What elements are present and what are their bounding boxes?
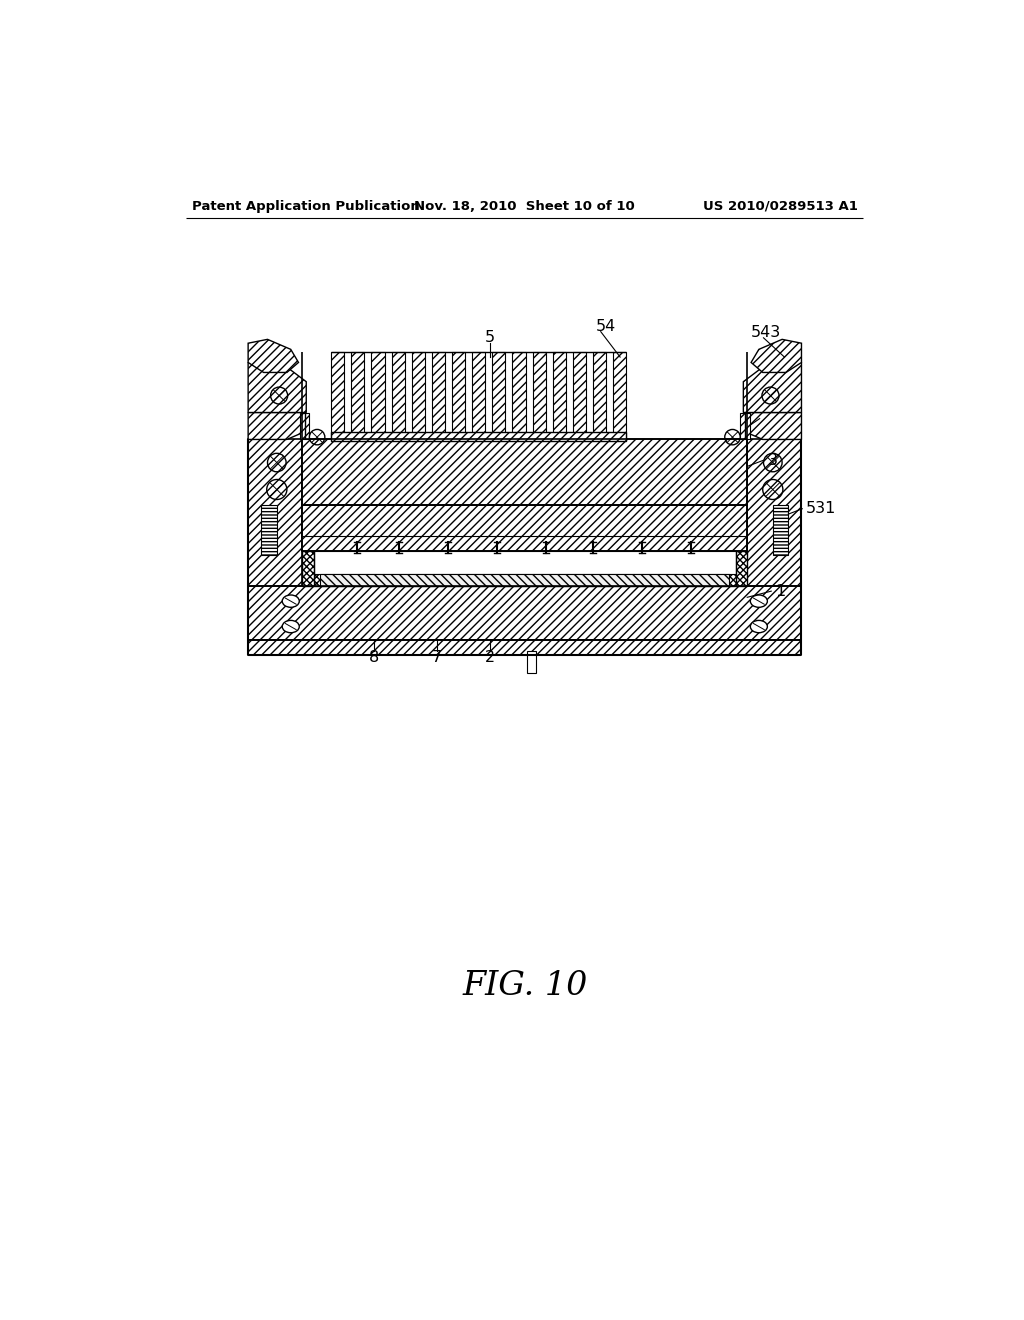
Polygon shape [248,586,802,640]
Text: 1: 1 [775,583,785,599]
Polygon shape [773,506,788,554]
Polygon shape [331,352,344,440]
Text: 531: 531 [806,502,837,516]
Polygon shape [302,552,748,586]
Polygon shape [740,412,750,440]
Polygon shape [553,352,566,440]
Text: 7: 7 [432,649,442,665]
Polygon shape [321,574,729,586]
Polygon shape [248,412,305,440]
Polygon shape [452,352,465,440]
Text: Nov. 18, 2010  Sheet 10 of 10: Nov. 18, 2010 Sheet 10 of 10 [415,199,635,213]
Text: FIG. 10: FIG. 10 [462,970,588,1002]
Polygon shape [744,412,802,440]
Polygon shape [248,440,302,632]
Polygon shape [748,440,802,632]
Text: 8: 8 [370,649,380,665]
Polygon shape [261,506,276,554]
Polygon shape [351,352,365,440]
Polygon shape [743,363,802,412]
Polygon shape [391,352,404,440]
Polygon shape [412,352,425,440]
Polygon shape [493,352,506,440]
Polygon shape [512,352,525,440]
Text: 54: 54 [596,318,616,334]
Polygon shape [331,432,627,441]
Polygon shape [302,506,748,552]
Bar [314,552,735,574]
Text: 2: 2 [484,649,495,665]
Text: Patent Application Publication: Patent Application Publication [191,199,419,213]
Polygon shape [572,352,586,440]
Ellipse shape [751,620,767,632]
Text: 3: 3 [767,453,777,467]
Text: 53: 53 [764,409,783,425]
Bar [527,651,537,673]
Polygon shape [300,412,309,440]
Text: 5: 5 [484,330,495,345]
Text: 543: 543 [751,325,781,341]
Polygon shape [613,352,627,440]
Ellipse shape [283,595,299,607]
Polygon shape [372,352,385,440]
Ellipse shape [751,595,767,607]
Polygon shape [248,363,306,412]
Polygon shape [432,352,445,440]
Polygon shape [751,339,802,372]
Polygon shape [472,352,485,440]
Polygon shape [248,339,299,372]
Polygon shape [248,640,802,655]
Text: US 2010/0289513 A1: US 2010/0289513 A1 [703,199,858,213]
Polygon shape [593,352,606,440]
Polygon shape [532,352,546,440]
Polygon shape [302,440,748,506]
Ellipse shape [283,620,299,632]
